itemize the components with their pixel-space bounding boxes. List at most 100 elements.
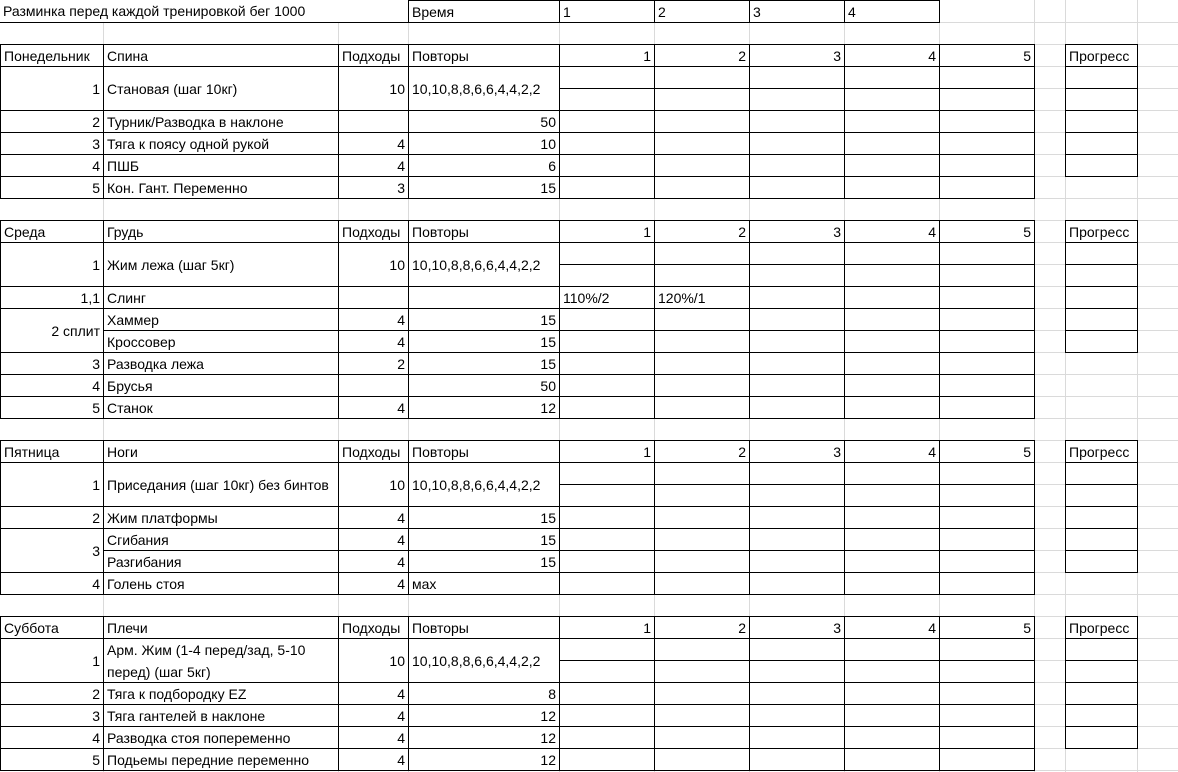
set-result-cell[interactable] xyxy=(844,660,940,683)
exercise-sets-cell[interactable]: 4 xyxy=(338,682,409,705)
set-result-cell[interactable] xyxy=(749,550,845,573)
progress-cell[interactable] xyxy=(1065,704,1138,727)
exercise-number-cell[interactable]: 5 xyxy=(0,176,104,199)
set-result-cell[interactable]: 110%/2 xyxy=(559,286,655,309)
set-number-header-cell[interactable]: 2 xyxy=(654,440,750,463)
set-result-cell[interactable] xyxy=(559,352,655,375)
set-number-header-cell[interactable]: 3 xyxy=(749,440,845,463)
exercise-number-cell[interactable]: 2 xyxy=(0,506,104,529)
set-result-cell[interactable] xyxy=(939,352,1035,375)
set-result-cell[interactable] xyxy=(559,176,655,199)
exercise-reps-cell[interactable]: 15 xyxy=(408,506,560,529)
set-result-cell[interactable] xyxy=(559,682,655,705)
exercise-number-cell[interactable]: 3 xyxy=(0,704,104,727)
muscle-group-cell[interactable]: Спина xyxy=(103,44,339,67)
set-result-cell[interactable] xyxy=(939,572,1035,595)
set-result-cell[interactable] xyxy=(939,66,1035,89)
set-result-cell[interactable] xyxy=(749,352,845,375)
set-result-cell[interactable] xyxy=(939,176,1035,199)
set-number-header-cell[interactable]: 1 xyxy=(559,44,655,67)
muscle-group-cell[interactable]: Плечи xyxy=(103,616,339,639)
set-result-cell[interactable] xyxy=(749,66,845,89)
set-result-cell[interactable] xyxy=(654,374,750,397)
set-result-cell[interactable] xyxy=(559,506,655,529)
set-result-cell[interactable] xyxy=(654,66,750,89)
set-result-cell[interactable] xyxy=(749,506,845,529)
exercise-reps-cell[interactable]: 12 xyxy=(408,726,560,749)
exercise-reps-cell[interactable]: 15 xyxy=(408,308,560,331)
set-number-header-cell[interactable]: 1 xyxy=(559,220,655,243)
progress-cell[interactable] xyxy=(1065,660,1138,683)
set-result-cell[interactable] xyxy=(559,110,655,133)
exercise-sets-cell[interactable]: 4 xyxy=(338,550,409,573)
set-result-cell[interactable] xyxy=(844,110,940,133)
progress-cell[interactable] xyxy=(1065,726,1138,749)
time-slot-cell[interactable]: 2 xyxy=(654,0,750,23)
set-result-cell[interactable] xyxy=(749,110,845,133)
set-result-cell[interactable] xyxy=(939,396,1035,419)
set-result-cell[interactable] xyxy=(749,396,845,419)
progress-cell[interactable] xyxy=(1065,110,1138,133)
set-result-cell[interactable] xyxy=(559,462,655,485)
exercise-sets-cell[interactable]: 4 xyxy=(338,572,409,595)
reps-header-cell[interactable]: Повторы xyxy=(408,616,560,639)
exercise-number-cell[interactable]: 4 xyxy=(0,374,104,397)
exercise-name-cell[interactable]: Тяга гантелей в наклоне xyxy=(103,704,339,727)
exercise-sets-cell[interactable]: 4 xyxy=(338,132,409,155)
set-result-cell[interactable] xyxy=(844,176,940,199)
exercise-name-cell[interactable]: Сгибания xyxy=(103,528,339,551)
set-number-header-cell[interactable]: 4 xyxy=(844,440,940,463)
sets-header-cell[interactable]: Подходы xyxy=(338,616,409,639)
set-result-cell[interactable] xyxy=(939,462,1035,485)
set-result-cell[interactable] xyxy=(844,264,940,287)
set-result-cell[interactable] xyxy=(654,704,750,727)
exercise-number-cell[interactable]: 2 сплит xyxy=(0,308,104,353)
exercise-name-cell[interactable]: Кон. Гант. Переменно xyxy=(103,176,339,199)
exercise-number-cell[interactable]: 5 xyxy=(0,396,104,419)
exercise-name-cell[interactable]: Турник/Разводка в наклоне xyxy=(103,110,339,133)
set-result-cell[interactable] xyxy=(559,330,655,353)
set-result-cell[interactable] xyxy=(844,484,940,507)
set-result-cell[interactable] xyxy=(844,462,940,485)
set-result-cell[interactable] xyxy=(559,242,655,265)
set-result-cell[interactable] xyxy=(559,132,655,155)
set-result-cell[interactable] xyxy=(654,242,750,265)
set-result-cell[interactable] xyxy=(749,638,845,661)
day-cell[interactable]: Пятница xyxy=(0,440,104,463)
exercise-reps-cell[interactable]: 10,10,8,8,6,6,4,4,2,2 xyxy=(408,638,560,683)
set-result-cell[interactable] xyxy=(559,374,655,397)
exercise-number-cell[interactable]: 1,1 xyxy=(0,286,104,309)
set-result-cell[interactable] xyxy=(939,726,1035,749)
exercise-name-cell[interactable]: Станок xyxy=(103,396,339,419)
time-slot-cell[interactable]: 4 xyxy=(844,0,940,23)
exercise-sets-cell[interactable]: 10 xyxy=(338,242,409,287)
exercise-reps-cell[interactable]: 15 xyxy=(408,352,560,375)
set-result-cell[interactable] xyxy=(559,638,655,661)
set-result-cell[interactable] xyxy=(749,484,845,507)
exercise-name-cell[interactable]: Подьемы передние переменно xyxy=(103,748,339,771)
set-result-cell[interactable] xyxy=(654,352,750,375)
set-result-cell[interactable] xyxy=(844,396,940,419)
set-result-cell[interactable] xyxy=(844,638,940,661)
set-result-cell[interactable] xyxy=(654,528,750,551)
exercise-number-cell[interactable]: 4 xyxy=(0,572,104,595)
set-result-cell[interactable] xyxy=(939,748,1035,771)
set-result-cell[interactable] xyxy=(654,726,750,749)
exercise-reps-cell[interactable]: 15 xyxy=(408,550,560,573)
set-result-cell[interactable] xyxy=(559,88,655,111)
exercise-name-cell[interactable]: Становая (шаг 10кг) xyxy=(103,66,339,111)
exercise-sets-cell[interactable] xyxy=(338,110,409,133)
set-result-cell[interactable] xyxy=(844,308,940,331)
set-result-cell[interactable] xyxy=(939,682,1035,705)
set-result-cell[interactable] xyxy=(654,660,750,683)
time-label-cell[interactable]: Время xyxy=(408,0,560,23)
set-result-cell[interactable] xyxy=(749,660,845,683)
progress-cell[interactable] xyxy=(1065,242,1138,265)
muscle-group-cell[interactable]: Грудь xyxy=(103,220,339,243)
set-result-cell[interactable] xyxy=(559,154,655,177)
exercise-sets-cell[interactable]: 10 xyxy=(338,66,409,111)
set-result-cell[interactable] xyxy=(844,726,940,749)
exercise-sets-cell[interactable]: 4 xyxy=(338,528,409,551)
exercise-number-cell[interactable]: 3 xyxy=(0,132,104,155)
exercise-reps-cell[interactable]: 10,10,8,8,6,6,4,4,2,2 xyxy=(408,66,560,111)
